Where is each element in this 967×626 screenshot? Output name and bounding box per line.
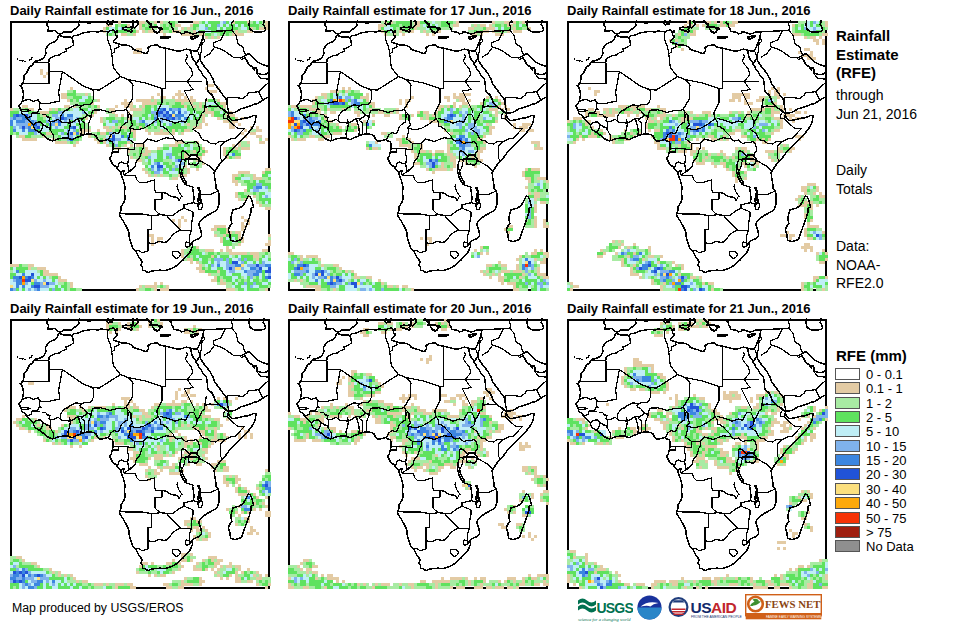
svg-text:FAMINE EARLY WARNING SYSTEMS N: FAMINE EARLY WARNING SYSTEMS NETWORK	[766, 615, 822, 619]
svg-text:FROM THE AMERICAN PEOPLE: FROM THE AMERICAN PEOPLE	[691, 615, 743, 619]
svg-text:FEWS NET: FEWS NET	[765, 598, 821, 610]
svg-text:USAID: USAID	[691, 599, 737, 616]
svg-text:science for a changing world: science for a changing world	[578, 617, 631, 622]
svg-text:USGS: USGS	[597, 600, 634, 616]
